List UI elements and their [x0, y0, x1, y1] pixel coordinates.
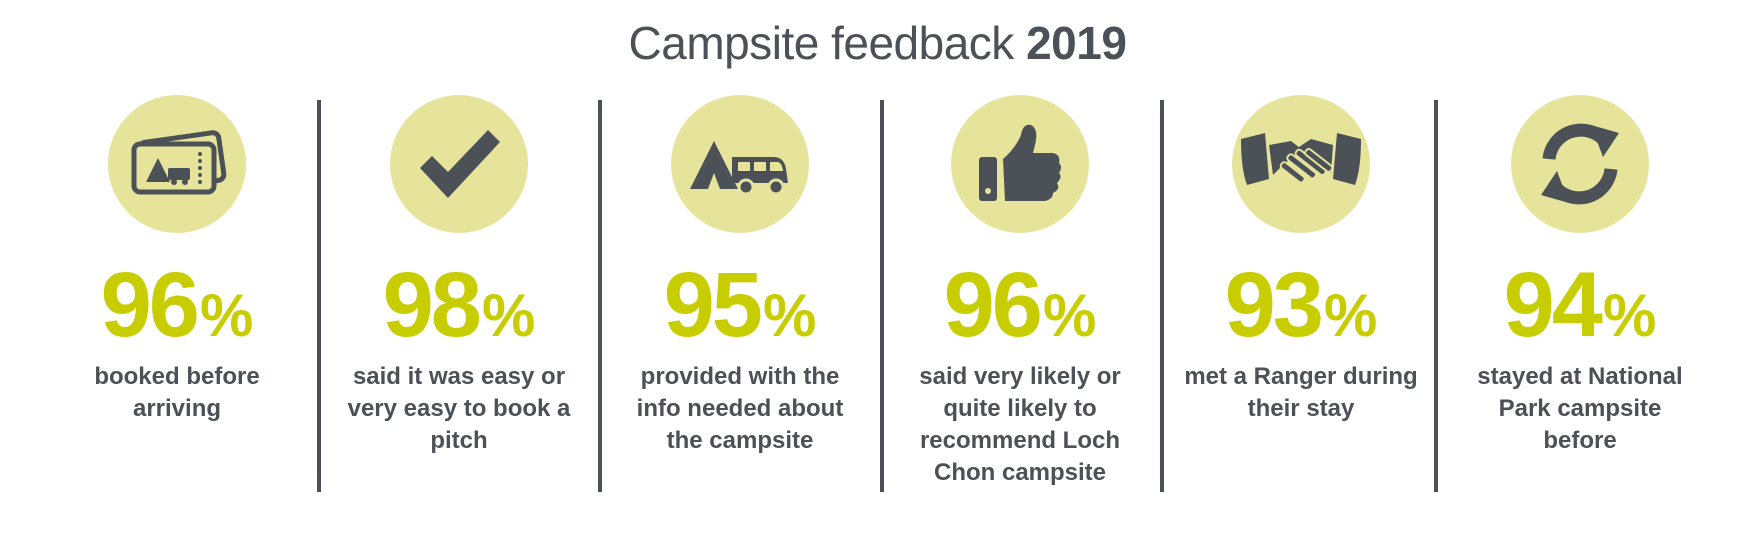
stat-card-info-provided: 95% provided with the info needed about …: [600, 95, 880, 457]
stat-description: booked before arriving: [94, 363, 260, 422]
stat-unit: %: [1042, 282, 1097, 349]
stat-description: said it was easy or very easy to book a …: [347, 363, 571, 454]
stat-description: provided with the info needed about the …: [636, 363, 844, 454]
stat-card-ranger: 93% met a Ranger during their stay: [1161, 95, 1441, 425]
stat-card-booked: 96% booked before arriving: [37, 95, 317, 425]
tent-campervan-icon: [671, 95, 809, 233]
column-divider: [1160, 100, 1164, 492]
stat-value: 93%: [1161, 257, 1441, 353]
title-year: 2019: [1026, 17, 1127, 69]
stat-value: 98%: [319, 257, 599, 353]
stat-value: 96%: [880, 257, 1160, 353]
stat-description: said very likely or quite likely to reco…: [919, 363, 1121, 486]
ticket-icon: [108, 95, 246, 233]
page-title: Campsite feedback 2019: [0, 12, 1755, 74]
stat-card-recommend: 96% said very likely or quite likely to …: [880, 95, 1160, 489]
column-divider: [598, 100, 602, 492]
stat-number: 98: [382, 254, 482, 356]
checkmark-icon: [390, 95, 528, 233]
stat-unit: %: [199, 282, 254, 349]
stat-value: 96%: [37, 257, 317, 353]
stat-unit: %: [1323, 282, 1378, 349]
column-divider: [880, 100, 884, 492]
stat-number: 96: [943, 254, 1043, 356]
stat-number: 96: [100, 254, 200, 356]
stat-value: 95%: [600, 257, 880, 353]
stat-description: met a Ranger during their stay: [1184, 363, 1418, 422]
stat-number: 95: [663, 254, 763, 356]
refresh-icon: [1511, 95, 1649, 233]
stat-card-easy-booking: 98% said it was easy or very easy to boo…: [319, 95, 599, 457]
handshake-icon: [1232, 95, 1370, 233]
stat-card-returning: 94% stayed at National Park campsite bef…: [1440, 95, 1720, 457]
stat-unit: %: [1602, 282, 1657, 349]
thumbs-up-icon: [951, 95, 1089, 233]
stat-number: 94: [1503, 254, 1603, 356]
stat-unit: %: [481, 282, 536, 349]
column-divider: [317, 100, 321, 492]
title-text: Campsite feedback: [628, 17, 1015, 69]
stat-number: 93: [1224, 254, 1324, 356]
stat-description: stayed at National Park campsite before: [1477, 363, 1683, 454]
column-divider: [1434, 100, 1438, 492]
stat-unit: %: [762, 282, 817, 349]
stat-value: 94%: [1440, 257, 1720, 353]
